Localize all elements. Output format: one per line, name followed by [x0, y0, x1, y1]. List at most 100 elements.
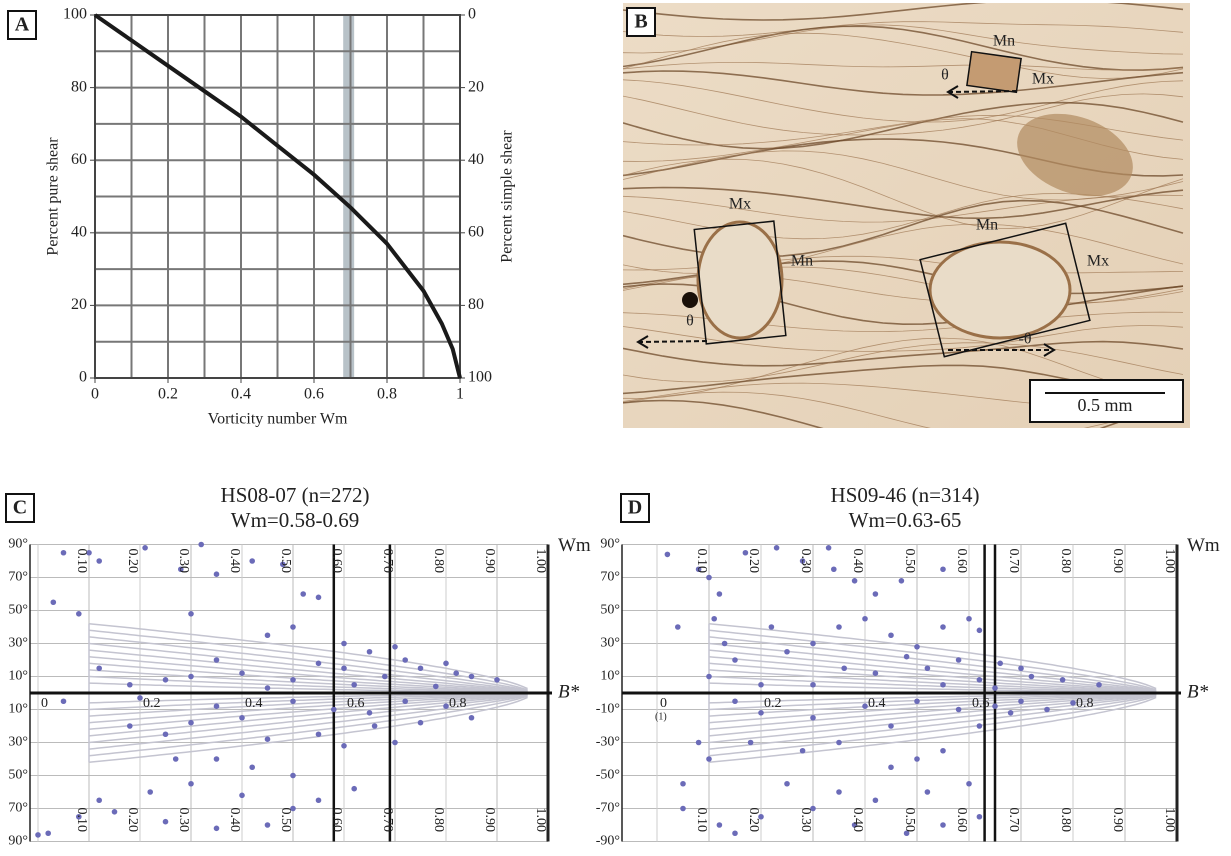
- point: [841, 665, 847, 672]
- point: [494, 677, 500, 683]
- x-tick-label: 0: [91, 386, 99, 403]
- wm-tick-label: 0.30: [176, 808, 191, 833]
- point: [417, 665, 424, 672]
- point: [732, 698, 738, 705]
- envelope-curve: [708, 629, 1157, 691]
- panel-letter: B: [634, 11, 647, 33]
- point: [810, 681, 816, 688]
- x-tick-label: 0.2: [143, 696, 161, 711]
- point: [940, 681, 946, 688]
- point: [290, 805, 296, 812]
- wm-tick-label: 0.60: [329, 549, 344, 574]
- point: [831, 566, 837, 573]
- point: [264, 685, 271, 691]
- y-tick-label: -10°: [596, 702, 620, 717]
- point: [264, 736, 271, 742]
- x-tick-label: 0.8: [449, 696, 467, 711]
- point: [732, 657, 738, 663]
- point: [402, 657, 409, 663]
- envelope-curve: [708, 622, 1157, 690]
- grain-label: Mn: [791, 253, 813, 270]
- grain-label: Mx: [1032, 71, 1054, 88]
- point: [453, 670, 460, 676]
- x-tick-label: 0.4: [245, 696, 263, 711]
- envelope-curve: [708, 693, 1157, 731]
- point: [1007, 710, 1014, 716]
- wm-tick-label: 0.80: [431, 808, 446, 833]
- point: [940, 747, 946, 754]
- wm-tick-label: 0.90: [1110, 549, 1125, 574]
- wm-tick-label: 1.00: [1162, 549, 1177, 574]
- x-tick-label: 0.2: [764, 696, 782, 711]
- point: [315, 594, 322, 601]
- point: [290, 698, 296, 705]
- point: [695, 739, 702, 746]
- envelope-curve: [88, 662, 528, 693]
- envelope-curve: [88, 694, 528, 744]
- panel-letter: A: [15, 14, 30, 36]
- point: [706, 673, 712, 680]
- grain-label: Mn: [976, 217, 998, 234]
- point: [888, 723, 894, 729]
- y-tick-label: 50°: [600, 603, 620, 618]
- point: [239, 714, 245, 721]
- lamina: [623, 32, 1184, 79]
- point: [351, 785, 358, 792]
- point: [315, 731, 322, 738]
- envelope-curve: [708, 693, 1157, 724]
- point: [1018, 698, 1024, 705]
- point: [172, 756, 179, 762]
- wm-tick-label: 0.80: [431, 549, 446, 574]
- point: [382, 673, 388, 680]
- y2-tick-label: 80: [468, 296, 484, 313]
- point: [836, 789, 842, 795]
- envelope-curve: [708, 692, 1157, 704]
- lamina: [623, 79, 1184, 123]
- point: [188, 780, 194, 787]
- point: [178, 566, 184, 573]
- angle-label: -θ: [1019, 331, 1032, 348]
- wm-tick-label: 0.40: [227, 549, 242, 574]
- envelope-curve: [708, 693, 1157, 717]
- point: [711, 615, 717, 622]
- point: [249, 764, 255, 771]
- envelope-curve: [88, 693, 528, 717]
- lamina: [623, 61, 1184, 71]
- lamina: [623, 325, 1184, 352]
- point: [914, 756, 920, 762]
- arrow-head: [1043, 343, 1056, 357]
- point: [198, 541, 204, 548]
- y-axis-label: Percent pure shear: [45, 137, 62, 256]
- point: [127, 723, 133, 729]
- point: [188, 611, 194, 617]
- point: [825, 545, 832, 551]
- point: [341, 640, 347, 647]
- wm-tick-label: 0.30: [798, 808, 813, 833]
- lamina: [623, 186, 1184, 220]
- point: [758, 813, 764, 820]
- wm-tick-label: 0.40: [850, 808, 865, 833]
- wm-tick-label: 0.60: [954, 808, 969, 833]
- point: [976, 813, 983, 820]
- point: [888, 632, 894, 639]
- point: [924, 789, 931, 795]
- envelope-curve: [708, 695, 1157, 757]
- wm-tick-label: 0.70: [380, 808, 395, 833]
- point: [290, 772, 296, 779]
- point: [213, 703, 220, 709]
- point: [239, 792, 245, 799]
- x-tick-label: 0: [660, 696, 667, 711]
- wm-tick-label: 0.50: [278, 808, 293, 833]
- point: [1044, 706, 1050, 713]
- point: [468, 673, 475, 680]
- envelope-curve: [88, 694, 528, 750]
- wm-tick-label: 0.40: [850, 549, 865, 574]
- point: [992, 703, 998, 709]
- point: [940, 566, 946, 573]
- envelope-curve: [708, 655, 1157, 693]
- point: [716, 822, 723, 828]
- grain: [928, 240, 1072, 340]
- point: [76, 611, 82, 617]
- point: [732, 830, 738, 837]
- envelope-curve: [708, 693, 1157, 737]
